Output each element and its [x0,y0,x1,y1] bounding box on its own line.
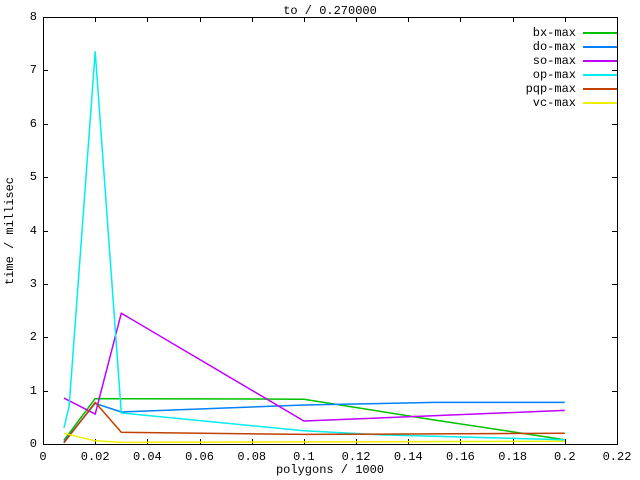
series-line-do-max [63,401,565,443]
x-tick-label: 0.04 [132,450,162,464]
x-tick-label: 0.12 [341,450,371,464]
y-tick-label: 6 [29,116,37,131]
y-tick-label: 0 [29,437,37,451]
legend-item-so-max: so-max [533,54,617,68]
x-tick-label: 0.1 [293,450,315,464]
y-tick-label: 8 [29,10,37,24]
legend-line-sample [583,74,617,76]
series-line-vc-max [63,432,565,444]
legend-label: op-max [532,68,576,82]
x-tick-label: 0.16 [446,450,475,464]
series-line-so-max [63,312,565,422]
x-tick-label: 0.06 [185,450,214,464]
legend-label: vc-max [532,96,576,110]
legend-item-vc-max: vc-max [533,96,617,110]
legend-line-sample [583,88,617,90]
y-tick-label: 3 [29,276,37,291]
y-tick-label: 4 [29,223,37,238]
legend-item-do-max: do-max [533,40,617,54]
x-axis-label: polygons / 1000 [275,463,385,477]
x-tick-label: 0.02 [80,450,110,464]
x-tick-label: 0.14 [393,450,423,464]
y-tick-label: 1 [29,383,37,398]
legend-line-sample [583,60,617,62]
series-line-pqp-max [63,401,565,444]
legend-item-pqp-max: pqp-max [526,82,617,96]
series-line-bx-max [63,397,565,441]
legend-line-sample [583,102,617,104]
x-tick-label: 0.08 [237,450,267,464]
x-tick-label: 0.18 [498,450,528,464]
legend-label: pqp-max [525,82,576,96]
y-tick-label: 5 [29,170,37,185]
series-line-op-max [63,50,565,441]
chart-title: to / 0.270000 [283,4,377,18]
legend-label: do-max [532,40,576,54]
legend-label: so-max [532,54,576,68]
legend-line-sample [583,46,617,48]
y-tick-label: 7 [29,63,37,78]
legend-item-bx-max: bx-max [533,26,617,40]
x-tick-label: 0.2 [554,450,576,464]
x-tick-label: 0.22 [602,450,632,464]
y-tick-label: 2 [29,330,37,345]
legend-item-op-max: op-max [533,68,617,82]
x-tick-label: 0 [39,450,47,464]
legend-line-sample [583,32,617,34]
legend-label: bx-max [532,26,576,40]
